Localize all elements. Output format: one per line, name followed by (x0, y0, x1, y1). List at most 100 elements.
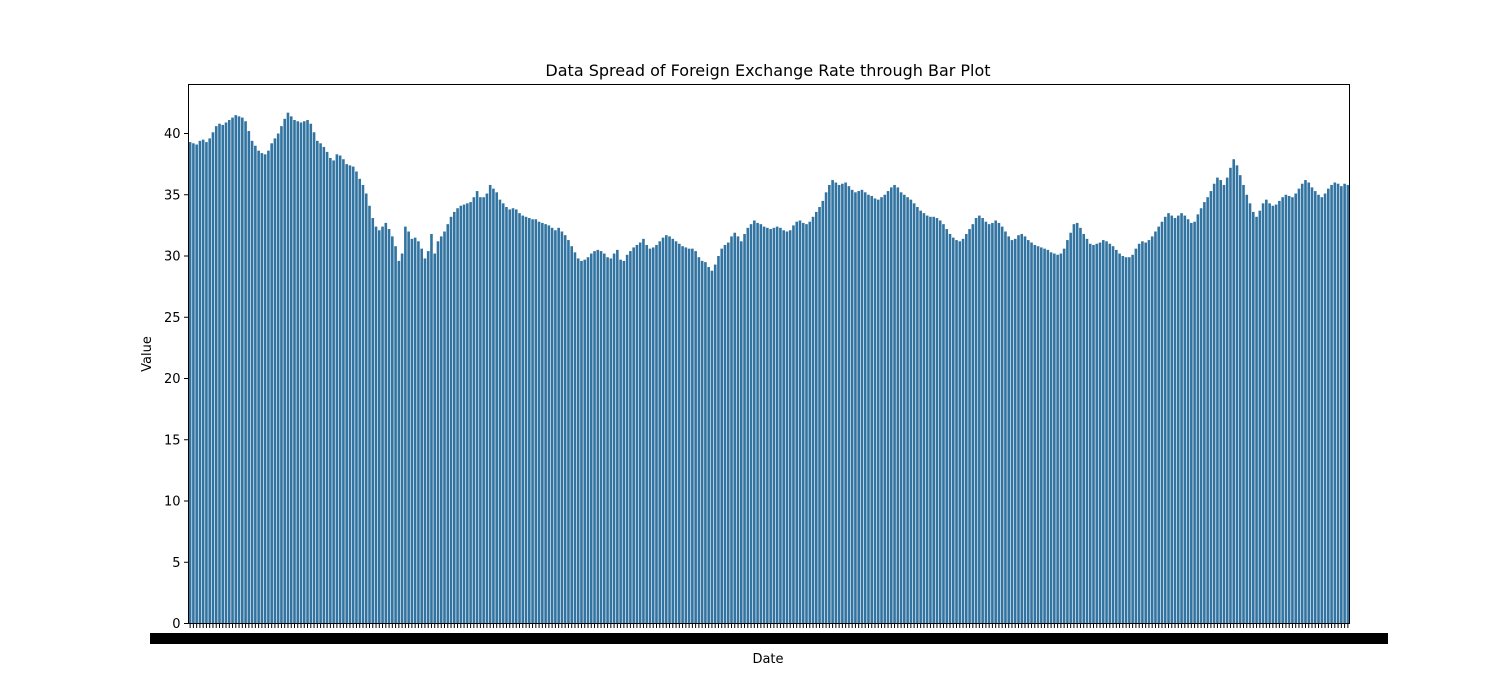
bar (762, 226, 766, 624)
bar (1258, 210, 1262, 624)
bar (244, 121, 247, 624)
bar (603, 253, 606, 624)
bar (1313, 191, 1317, 624)
bar (1242, 184, 1245, 624)
bar (557, 227, 560, 624)
bar (417, 241, 420, 624)
bar (831, 180, 834, 624)
bar (547, 225, 551, 624)
bar (514, 209, 518, 624)
bar (1007, 236, 1011, 624)
bar (1278, 200, 1281, 624)
bar (759, 224, 763, 624)
bar (351, 166, 355, 624)
bar (1330, 184, 1333, 624)
bar (1154, 231, 1157, 624)
bar (906, 197, 909, 624)
bar (1271, 205, 1275, 624)
y-tick-label: 0 (172, 617, 180, 632)
bar (1111, 246, 1115, 624)
bar (1163, 216, 1167, 624)
bar (707, 267, 710, 624)
bar (338, 155, 342, 624)
bar (720, 248, 724, 624)
bar (567, 240, 570, 624)
bar (195, 144, 198, 624)
bar (322, 146, 326, 624)
bar (302, 121, 306, 624)
bar (824, 192, 828, 624)
bar (214, 126, 218, 624)
bar (1284, 194, 1288, 624)
bar (449, 216, 453, 624)
bar (619, 259, 622, 624)
bar (994, 220, 997, 624)
bar (1147, 240, 1151, 624)
bar (1274, 204, 1278, 624)
bar (426, 251, 430, 624)
bar (443, 231, 446, 624)
bar (811, 216, 815, 624)
bar (638, 242, 642, 624)
bar (704, 262, 707, 624)
bar (1297, 188, 1301, 624)
bar (893, 184, 896, 624)
bar (1095, 243, 1099, 624)
bar (1157, 226, 1161, 624)
bar (541, 222, 544, 624)
bar (997, 222, 1001, 624)
bar (1043, 248, 1046, 624)
x-axis (150, 623, 1388, 644)
bar (364, 193, 368, 624)
bar (981, 218, 984, 624)
bar (397, 260, 401, 624)
bar (889, 187, 893, 624)
bar (570, 246, 573, 624)
bar (361, 184, 365, 624)
bar (1238, 175, 1242, 624)
bar (1206, 197, 1209, 624)
bar (1072, 224, 1076, 624)
bar (808, 221, 812, 624)
bar (948, 233, 952, 624)
bar (482, 197, 485, 624)
bar (1255, 216, 1258, 624)
bar (1010, 240, 1014, 624)
bar (1219, 180, 1222, 624)
bar (237, 116, 241, 624)
bar (462, 204, 466, 624)
bar (1160, 221, 1164, 624)
bar (821, 200, 825, 624)
bar (394, 246, 397, 624)
bar (1053, 253, 1056, 624)
bar (1294, 193, 1297, 624)
bar (658, 241, 662, 624)
bar (753, 220, 756, 624)
bar (554, 230, 557, 624)
bar (263, 154, 267, 624)
bar (883, 194, 887, 624)
bar (1167, 213, 1170, 624)
bar (1046, 249, 1050, 624)
bar (1291, 197, 1294, 624)
bar (1013, 238, 1017, 624)
bar (1082, 233, 1086, 624)
bar (1030, 242, 1033, 624)
bar (867, 194, 870, 624)
bar (974, 218, 978, 624)
bar (1000, 226, 1004, 624)
bar (1085, 238, 1089, 624)
bar (609, 258, 613, 624)
bar (769, 229, 772, 624)
bar (198, 140, 202, 624)
bar (270, 143, 273, 624)
bar (273, 138, 277, 624)
bar (260, 153, 264, 624)
plot-frame (188, 84, 1350, 624)
bar (655, 244, 658, 624)
bar (495, 192, 498, 624)
bar (586, 257, 590, 624)
bar (505, 207, 508, 624)
bar (1216, 177, 1219, 624)
bar (955, 240, 958, 624)
